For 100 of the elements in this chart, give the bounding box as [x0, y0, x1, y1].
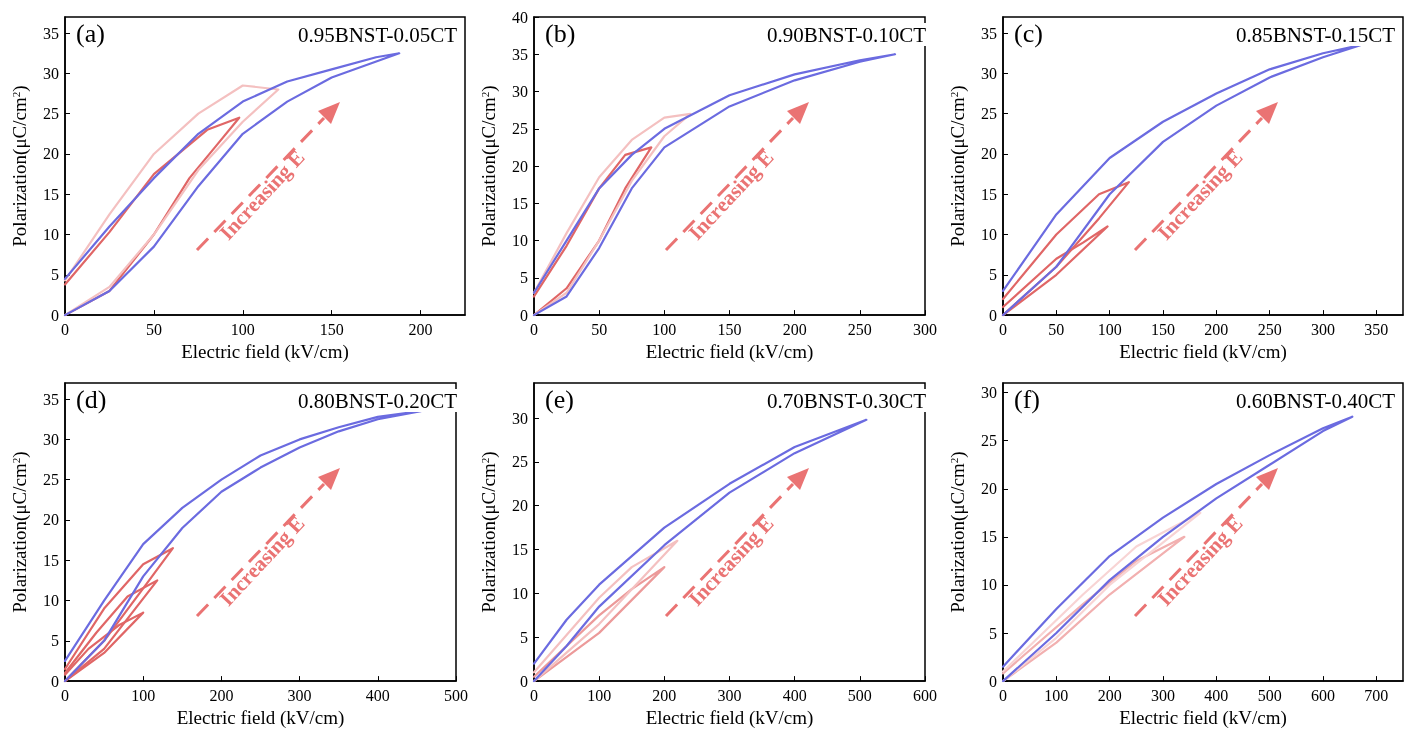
y-tick-label: 40: [512, 8, 528, 26]
y-tick-label: 10: [43, 226, 59, 244]
y-tick-label: 0: [51, 672, 59, 690]
annotation: (f): [1014, 384, 1040, 414]
y-axis-title: Polarization(μC/cm2): [947, 451, 969, 613]
y-tick-label: 25: [981, 105, 997, 123]
x-tick-label: 50: [591, 320, 608, 338]
annotation: 0.90BNST-0.10CT: [766, 22, 927, 47]
y-tick-label: 25: [512, 453, 528, 471]
y-tick-label: 10: [981, 226, 997, 244]
y-tick-label: 0: [989, 306, 997, 324]
y-tick-label: 15: [512, 194, 528, 212]
y-tick-label: 0: [520, 672, 528, 690]
x-tick-label: 250: [1257, 320, 1282, 338]
annotation: 0.60BNST-0.40CT: [1235, 388, 1396, 413]
annotation: (d): [76, 384, 107, 414]
y-tick-label: 30: [512, 83, 528, 101]
y-tick-label: 20: [43, 511, 59, 529]
y-tick-label: 20: [43, 145, 59, 163]
y-tick-label: 25: [43, 105, 59, 123]
y-tick-label: 5: [520, 269, 528, 287]
x-tick-label: 300: [1151, 686, 1175, 704]
y-tick-label: 20: [981, 145, 997, 163]
y-tick-label: 15: [43, 551, 59, 569]
y-tick-label: 30: [512, 409, 528, 427]
y-tick-label: 25: [981, 432, 997, 450]
x-tick-label: 500: [847, 686, 872, 704]
y-tick-label: 15: [512, 541, 528, 559]
y-axis-title: Polarization(μC/cm2): [947, 85, 969, 247]
y-tick-label: 35: [43, 24, 59, 42]
annotation: 0.80BNST-0.20CT: [297, 388, 458, 413]
y-tick-label: 25: [43, 471, 59, 489]
y-tick-label: 0: [520, 306, 528, 324]
y-tick-label: 5: [989, 624, 997, 642]
y-tick-label: 0: [51, 306, 59, 324]
annotation: 0.70BNST-0.30CT: [766, 388, 927, 413]
y-tick-label: 35: [512, 45, 528, 63]
annotation: (c): [1014, 18, 1043, 48]
x-tick-label: 150: [319, 320, 344, 338]
y-tick-label: 35: [981, 24, 997, 42]
x-tick-label: 200: [1204, 320, 1229, 338]
x-tick-label: 300: [717, 686, 742, 704]
x-tick-label: 50: [1048, 320, 1065, 338]
x-tick-label: 300: [1311, 320, 1335, 338]
y-tick-label: 20: [512, 157, 528, 175]
x-tick-label: 500: [444, 686, 468, 704]
annotation: (a): [76, 18, 105, 48]
y-tick-label: 5: [51, 266, 59, 284]
x-tick-label: 300: [913, 320, 937, 338]
y-tick-label: 10: [981, 576, 997, 594]
x-tick-label: 100: [230, 320, 255, 338]
x-tick-label: 250: [847, 320, 872, 338]
x-tick-label: 400: [1204, 686, 1229, 704]
y-tick-label: 30: [981, 384, 997, 402]
y-tick-label: 0: [989, 672, 997, 690]
x-axis-title: Electric field (kV/cm): [645, 341, 814, 363]
y-axis-title: Polarization(μC/cm2): [478, 451, 500, 613]
y-tick-label: 20: [512, 497, 528, 515]
annotation: (b): [545, 18, 576, 48]
annotation: 0.85BNST-0.15CT: [1235, 22, 1396, 47]
y-tick-label: 5: [51, 632, 59, 650]
x-tick-label: 200: [1097, 686, 1122, 704]
x-tick-label: 200: [782, 320, 807, 338]
x-tick-label: 300: [287, 686, 312, 704]
x-tick-label: 200: [652, 686, 677, 704]
y-tick-label: 25: [512, 120, 528, 138]
x-tick-label: 100: [131, 686, 156, 704]
y-tick-label: 5: [520, 628, 528, 646]
x-tick-label: 50: [145, 320, 162, 338]
x-axis-title: Electric field (kV/cm): [645, 707, 814, 729]
y-tick-label: 10: [43, 592, 59, 610]
y-axis-title: Polarization(μC/cm2): [9, 85, 31, 247]
y-tick-label: 15: [43, 185, 59, 203]
x-tick-label: 100: [587, 686, 612, 704]
x-axis-title: Electric field (kV/cm): [176, 707, 345, 729]
y-tick-label: 10: [512, 584, 528, 602]
y-tick-label: 30: [981, 64, 997, 82]
x-tick-label: 150: [1151, 320, 1175, 338]
y-axis-title: Polarization(μC/cm2): [478, 85, 500, 247]
x-tick-label: 200: [408, 320, 433, 338]
y-axis-title: Polarization(μC/cm2): [9, 451, 31, 613]
x-tick-label: 350: [1364, 320, 1389, 338]
x-tick-label: 400: [365, 686, 390, 704]
x-tick-label: 100: [652, 320, 677, 338]
x-tick-label: 700: [1364, 686, 1389, 704]
x-tick-label: 500: [1257, 686, 1282, 704]
y-tick-label: 10: [512, 232, 528, 250]
y-tick-label: 5: [989, 266, 997, 284]
x-tick-label: 400: [782, 686, 807, 704]
x-tick-label: 100: [1044, 686, 1069, 704]
annotation: (e): [545, 384, 574, 414]
y-tick-label: 35: [43, 390, 59, 408]
y-tick-label: 15: [981, 185, 997, 203]
x-tick-label: 100: [1097, 320, 1122, 338]
y-tick-label: 30: [43, 64, 59, 82]
x-tick-label: 600: [913, 686, 937, 704]
x-tick-label: 200: [209, 686, 234, 704]
x-tick-label: 150: [717, 320, 742, 338]
y-tick-label: 20: [981, 480, 997, 498]
x-axis-title: Electric field (kV/cm): [1119, 341, 1287, 363]
